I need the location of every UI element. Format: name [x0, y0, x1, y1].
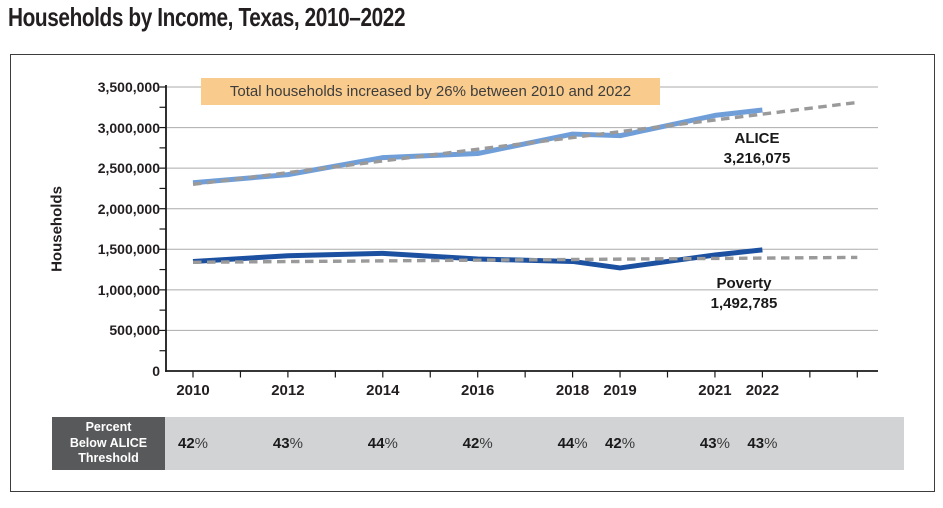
y-tick-label: 1,000,000	[97, 281, 160, 298]
percent-value-2018: 44%	[557, 435, 588, 452]
percent-table-header-line3: Threshold	[78, 451, 139, 466]
alice-series-value: 3,216,075	[723, 150, 791, 167]
x-tick-label-2014: 2014	[366, 382, 400, 399]
x-tick-label-2019: 2019	[603, 382, 637, 399]
percent-value-2019: 42%	[605, 435, 636, 452]
y-tick-label: 1,500,000	[97, 241, 160, 258]
page-title: Households by Income, Texas, 2010–2022	[8, 2, 406, 32]
alice-line	[192, 107, 763, 186]
percent-table-row-background	[165, 417, 904, 470]
poverty-trend	[192, 255, 858, 264]
poverty-series-value: 1,492,785	[710, 295, 778, 312]
percent-value-2014: 44%	[367, 435, 398, 452]
y-tick-label: 3,000,000	[97, 119, 160, 136]
poverty-series-label: Poverty 1,492,785	[711, 274, 778, 314]
percent-table-header-line1: Percent	[85, 420, 132, 435]
x-tick-label-2016: 2016	[461, 382, 495, 399]
x-tick-label-2022: 2022	[745, 382, 780, 399]
poverty-series-name: Poverty	[716, 275, 772, 292]
percent-sign: %	[764, 435, 778, 452]
y-axis-title: Households	[48, 186, 66, 272]
y-tick-label: 0	[152, 363, 160, 379]
percent-value-2016: 42%	[462, 435, 493, 452]
alice-series-name: ALICE	[734, 130, 780, 147]
alice-series-label: ALICE 3,216,075	[724, 129, 791, 169]
percent-value-2022: 43%	[747, 435, 778, 452]
percent-value-2012: 43%	[272, 435, 303, 452]
percent-sign: %	[289, 435, 303, 452]
annotation-callout: Total households increased by 26% betwee…	[201, 78, 660, 105]
x-tick-label-2012: 2012	[271, 382, 305, 399]
x-tick-label-2018: 2018	[555, 382, 590, 399]
y-tick-label: 500,000	[109, 322, 160, 339]
x-tick-label-2010: 2010	[176, 382, 210, 399]
y-tick-label: 3,500,000	[97, 79, 160, 95]
percent-table-header: Percent Below ALICE Threshold	[52, 417, 165, 470]
percent-sign: %	[194, 435, 209, 452]
percent-sign: %	[716, 435, 730, 452]
percent-sign: %	[384, 435, 398, 452]
percent-sign: %	[479, 435, 493, 452]
x-tick-label-2021: 2021	[698, 382, 732, 399]
y-tick-label: 2,500,000	[97, 160, 160, 177]
percent-sign: %	[574, 435, 588, 452]
percent-value-2021: 43%	[699, 435, 730, 452]
y-tick-label: 2,000,000	[97, 200, 160, 217]
percent-sign: %	[621, 435, 636, 452]
percent-value-2010: 42%	[177, 435, 209, 452]
percent-table-header-line2: Below ALICE	[69, 435, 148, 450]
